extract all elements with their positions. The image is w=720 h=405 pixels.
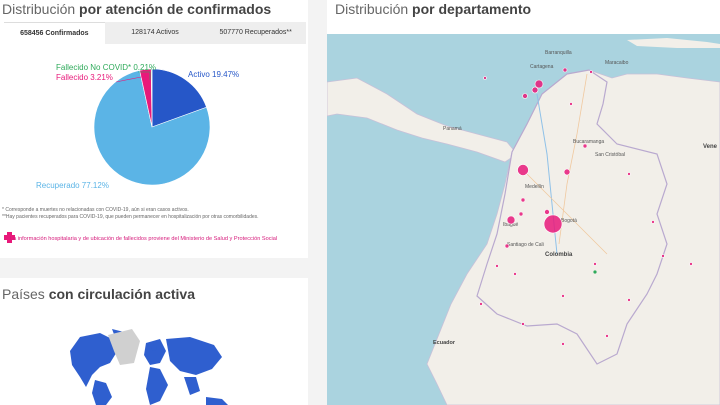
title-bold: por atención de confirmados [79,1,272,17]
title-light: Distribución [335,1,409,17]
map-label-medellin: Medellín [525,184,544,190]
slice-label-fallecido: Fallecido 3.21% [56,73,113,82]
slice-label-no-covid: Fallecido No COVID* 0.21% [56,63,157,72]
leader-line [138,71,151,80]
department-distribution-card: Distribución por departamento Barranquil… [327,0,720,405]
pie-slice-fallecido-no-covid[interactable] [150,68,153,128]
map-label-san-cristobal: San Cristóbal [595,152,626,158]
map-label-cali: Santiago de Cali [507,242,544,248]
attention-distribution-card: Distribución por atención de confirmados… [0,0,308,258]
colombia-map[interactable]: Barranquilla Cartagena Maracaibo Panamá … [327,34,720,405]
case-bubbles [479,67,693,346]
leader-line [115,75,147,83]
map-label-panama: Panamá [443,126,462,132]
tab-confirmed[interactable]: 658456 Confirmados [4,22,105,44]
first-aid-icon [4,232,15,243]
pie-chart-area: Fallecido No COVID* 0.21% Fallecido 3.21… [0,52,308,202]
map-label-maracaibo: Maracaibo [605,60,629,66]
title-bold: por departamento [412,1,532,17]
tab-active[interactable]: 128174 Activos [131,29,179,36]
map-label-bucaramanga: Bucaramanga [573,139,605,145]
pie-chart [93,68,211,186]
map-label-venezuela: Vene [703,144,718,150]
world-map[interactable] [0,305,308,405]
attention-section-title: Distribución por atención de confirmados [2,1,271,17]
pie-slice-recuperado[interactable] [93,69,211,186]
title-light: Países [2,286,45,302]
pie-slice-activo[interactable] [151,68,207,128]
map-label-bogota: Bogotá [561,218,577,224]
left-column: Distribución por atención de confirmados… [0,0,308,405]
slice-label-activo: Activo 19.47% [188,70,240,79]
map-label-ecuador: Ecuador [433,340,456,346]
slice-label-recuperado: Recuperado 77.12% [36,181,109,190]
tab-recovered[interactable]: 507770 Recuperados** [219,29,292,36]
department-section-title: Distribución por departamento [335,1,531,17]
title-light: Distribución [2,1,76,17]
footnote-recovered: **Hay pacientes recuperados para COVID-1… [2,214,259,220]
map-label-cartagena: Cartagena [530,64,554,70]
footnote-no-covid: * Corresponde a muertes no relacionadas … [2,207,189,213]
title-bold: con circulación activa [48,286,195,302]
map-label-barranquilla: Barranquilla [545,50,572,56]
map-label-colombia: Colombia [545,252,573,258]
status-tabs: 658456 Confirmados 128174 Activos 507770… [4,22,306,44]
map-label-ibague: Ibagué [503,222,519,228]
countries-section-title: Países con circulación activa [2,286,195,302]
info-note: La información hospitalaria y de ubicaci… [10,236,278,242]
countries-card: Países con circulación activa [0,278,308,405]
